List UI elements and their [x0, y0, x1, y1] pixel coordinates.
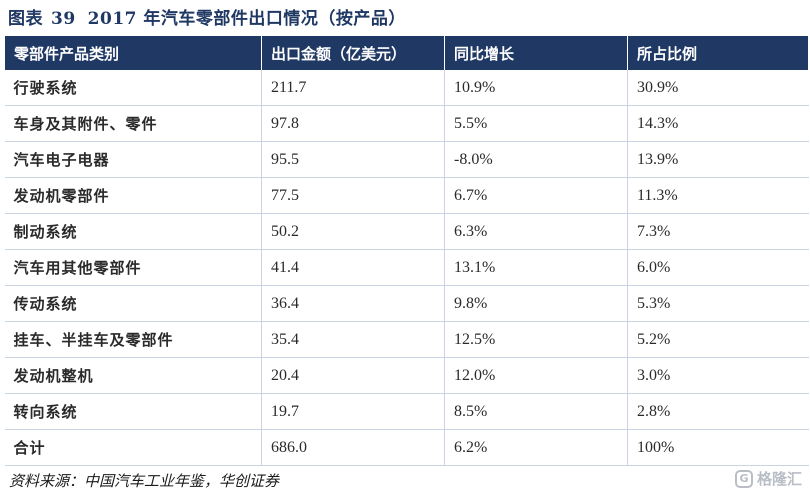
export-amount-cell: 686.0 [261, 429, 445, 466]
table-row: 发动机整机 20.4 12.0% 3.0% [4, 357, 809, 394]
source-note: 资料来源：中国汽车工业年鉴，华创证券 [9, 472, 280, 490]
yoy-growth-cell: 8.5% [444, 393, 628, 430]
category-cell: 制动系统 [4, 213, 262, 250]
category-cell: 车身及其附件、零件 [4, 105, 262, 142]
total-row: 合计 686.0 6.2% 100% [4, 429, 809, 466]
header-yoy-growth: 同比增长 [444, 36, 628, 70]
yoy-growth-cell: 12.0% [444, 357, 628, 394]
table-row: 传动系统 36.4 9.8% 5.3% [4, 285, 809, 322]
share-cell: 14.3% [627, 105, 809, 142]
table-row: 汽车电子电器 95.5 -8.0% 13.9% [4, 141, 809, 178]
yoy-growth-cell: 6.2% [444, 429, 628, 466]
table-row: 制动系统 50.2 6.3% 7.3% [4, 213, 809, 250]
export-amount-cell: 19.7 [261, 393, 445, 430]
figure-title-text: 2017 年汽车零部件出口情况（按产品） [87, 9, 406, 29]
table-header-row: 零部件产品类别 出口金额（亿美元） 同比增长 所占比例 [4, 36, 809, 70]
share-cell: 3.0% [627, 357, 809, 394]
category-cell: 合计 [4, 429, 262, 466]
yoy-growth-cell: 9.8% [444, 285, 628, 322]
share-cell: 6.0% [627, 249, 809, 286]
export-amount-cell: 36.4 [261, 285, 445, 322]
yoy-growth-cell: 12.5% [444, 321, 628, 358]
watermark: G 格隆汇 [734, 468, 802, 489]
g-logo-icon: G [734, 469, 753, 488]
export-table: 零部件产品类别 出口金额（亿美元） 同比增长 所占比例 行驶系统 211.7 10.… [4, 36, 809, 466]
export-amount-cell: 97.8 [261, 105, 445, 142]
figure-title: 图表 39 2017 年汽车零部件出口情况（按产品） [8, 4, 406, 34]
share-cell: 2.8% [627, 393, 809, 430]
category-cell: 行驶系统 [4, 70, 262, 106]
share-cell: 5.2% [627, 321, 809, 358]
table-row: 汽车用其他零部件 41.4 13.1% 6.0% [4, 249, 809, 286]
yoy-growth-cell: 13.1% [444, 249, 628, 286]
export-amount-cell: 41.4 [261, 249, 445, 286]
header-share: 所占比例 [627, 36, 809, 70]
watermark-text: 格隆汇 [756, 470, 802, 488]
table-row: 行驶系统 211.7 10.9% 30.9% [4, 70, 809, 106]
table-row: 挂车、半挂车及零部件 35.4 12.5% 5.2% [4, 321, 809, 358]
export-amount-cell: 95.5 [261, 141, 445, 178]
export-amount-cell: 50.2 [261, 213, 445, 250]
share-cell: 100% [627, 429, 809, 466]
table-row: 转向系统 19.7 8.5% 2.8% [4, 393, 809, 430]
yoy-growth-cell: 6.3% [444, 213, 628, 250]
category-cell: 发动机零部件 [4, 177, 262, 214]
share-cell: 11.3% [627, 177, 809, 214]
export-amount-cell: 211.7 [261, 70, 445, 106]
category-cell: 传动系统 [4, 285, 262, 322]
category-cell: 发动机整机 [4, 357, 262, 394]
yoy-growth-cell: 10.9% [444, 70, 628, 106]
yoy-growth-cell: 6.7% [444, 177, 628, 214]
export-amount-cell: 20.4 [261, 357, 445, 394]
table-row: 车身及其附件、零件 97.8 5.5% 14.3% [4, 105, 809, 142]
export-amount-cell: 35.4 [261, 321, 445, 358]
table-row: 发动机零部件 77.5 6.7% 11.3% [4, 177, 809, 214]
figure-label: 图表 [8, 9, 43, 29]
category-cell: 汽车电子电器 [4, 141, 262, 178]
category-cell: 转向系统 [4, 393, 262, 430]
yoy-growth-cell: -8.0% [444, 141, 628, 178]
figure-number: 39 [51, 9, 76, 29]
yoy-growth-cell: 5.5% [444, 105, 628, 142]
share-cell: 30.9% [627, 70, 809, 106]
export-amount-cell: 77.5 [261, 177, 445, 214]
share-cell: 13.9% [627, 141, 809, 178]
share-cell: 7.3% [627, 213, 809, 250]
category-cell: 挂车、半挂车及零部件 [4, 321, 262, 358]
share-cell: 5.3% [627, 285, 809, 322]
header-category: 零部件产品类别 [4, 36, 262, 70]
category-cell: 汽车用其他零部件 [4, 249, 262, 286]
header-export-amount: 出口金额（亿美元） [261, 36, 445, 70]
table-body: 行驶系统 211.7 10.9% 30.9% 车身及其附件、零件 97.8 5.5% 14.3… [4, 70, 809, 466]
